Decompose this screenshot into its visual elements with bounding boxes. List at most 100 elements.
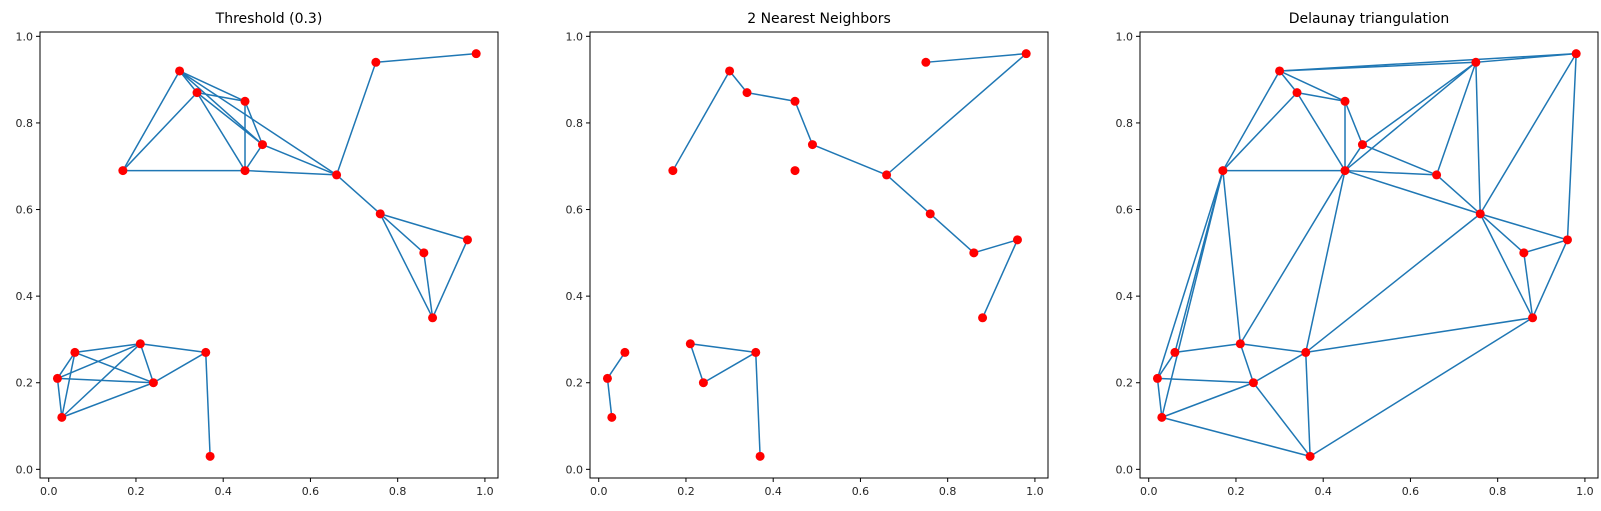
x-tick-label: 0.0	[590, 485, 608, 498]
graph-edge	[61, 382, 154, 419]
graph-node	[790, 96, 800, 106]
graph-edge	[1362, 61, 1477, 146]
axes-frame	[589, 31, 1049, 479]
y-tick-label: 1.0	[16, 30, 34, 43]
graph-edge	[1222, 92, 1298, 172]
graph-edge	[1305, 213, 1481, 354]
graph-edge	[244, 144, 264, 171]
graph-edge	[1479, 213, 1525, 254]
graph-edge	[690, 343, 756, 354]
graph-edge	[1523, 252, 1534, 318]
graph-edge	[728, 70, 748, 94]
x-tick-label: 0.8	[389, 485, 407, 498]
graph-edge	[755, 352, 761, 457]
graph-node	[1519, 248, 1529, 258]
graph-edge	[375, 52, 477, 64]
graph-node	[1562, 235, 1572, 245]
graph-node	[1528, 313, 1538, 323]
graph-edge	[431, 239, 469, 319]
graph-edge	[886, 53, 1027, 176]
graph-edge	[1278, 70, 1298, 94]
graph-edge	[1436, 174, 1481, 215]
graph-edge	[56, 352, 76, 379]
edge-group	[606, 52, 1027, 457]
graph-node	[257, 140, 267, 150]
x-tick-label: 0.0	[1140, 485, 1158, 498]
x-tick-label: 0.6	[1402, 485, 1420, 498]
graph-edge	[1475, 52, 1577, 64]
graph-edge	[423, 252, 434, 318]
graph-edge	[1305, 170, 1346, 353]
y-tick-label: 0.6	[1116, 204, 1134, 217]
graph-edge	[1157, 377, 1254, 384]
graph-node	[1248, 378, 1258, 388]
graph-edge	[746, 91, 796, 103]
graph-edge	[1296, 92, 1346, 171]
y-tick-label: 1.0	[1116, 30, 1134, 43]
graph-edge	[262, 143, 337, 176]
graph-node	[205, 451, 215, 461]
y-tick-label: 0.4	[566, 290, 584, 303]
x-tick-label: 0.8	[939, 485, 957, 498]
graph-edge	[1309, 317, 1533, 457]
graph-node	[70, 347, 80, 357]
graph-edge	[1253, 351, 1307, 384]
graph-edge	[689, 343, 705, 383]
y-tick-label: 1.0	[566, 30, 584, 43]
y-tick-label: 0.6	[16, 204, 34, 217]
graph-node	[192, 88, 202, 98]
graph-node	[240, 166, 250, 176]
graph-node	[1305, 451, 1315, 461]
graph-node	[698, 378, 708, 388]
graph-node	[602, 373, 612, 383]
graph-node	[1012, 235, 1022, 245]
y-tick-label: 0.2	[16, 377, 34, 390]
graph-node	[1170, 347, 1180, 357]
graph-edge	[973, 239, 1018, 254]
graph-edge	[606, 352, 626, 379]
graph-edge	[336, 174, 381, 215]
graph-edge	[1239, 343, 1255, 383]
graph-edge	[1344, 61, 1477, 172]
graph-node	[925, 209, 935, 219]
x-tick-label: 0.2	[1227, 485, 1245, 498]
x-tick-label: 0.0	[40, 485, 58, 498]
graph-edge	[179, 70, 263, 146]
graph-edge	[1344, 169, 1437, 176]
graph-edge	[61, 343, 141, 418]
graph-edge	[1566, 53, 1577, 240]
graph-edge	[1475, 62, 1481, 214]
graph-node	[332, 170, 342, 180]
chart-panel-1: Threshold (0.3) 0.0 0.2 0.4 0.6 0.8 1.0 0.0 0.2 0…	[16, 11, 499, 498]
y-tick-label: 0.2	[1116, 377, 1134, 390]
graph-node	[135, 339, 145, 349]
y-tick-label: 0.0	[16, 463, 34, 476]
node-group	[1152, 49, 1581, 461]
graph-edge	[929, 213, 975, 254]
graph-edge	[1531, 239, 1569, 319]
graph-node	[375, 209, 385, 219]
axes-frame	[1139, 31, 1599, 479]
y-tick-label: 0.0	[1116, 463, 1134, 476]
graph-node	[1157, 412, 1167, 422]
graph-edge	[1362, 143, 1437, 176]
y-tick-label: 0.4	[1116, 290, 1134, 303]
node-group	[602, 49, 1031, 461]
graph-node	[1021, 49, 1031, 59]
graph-edge	[1161, 416, 1311, 458]
graph-edge	[1156, 170, 1224, 379]
graph-edge	[1523, 239, 1568, 254]
graph-edge	[812, 143, 887, 176]
graph-edge	[74, 351, 154, 384]
graph-edge	[703, 351, 757, 384]
graph-edge	[1344, 144, 1364, 171]
edge-group	[56, 52, 477, 457]
edge-group	[1156, 52, 1577, 458]
graph-edge	[335, 62, 377, 176]
graph-node	[1432, 170, 1442, 180]
y-tick-label: 0.2	[566, 377, 584, 390]
graph-node	[1340, 96, 1350, 106]
graph-node	[882, 170, 892, 180]
graph-node	[607, 412, 617, 422]
